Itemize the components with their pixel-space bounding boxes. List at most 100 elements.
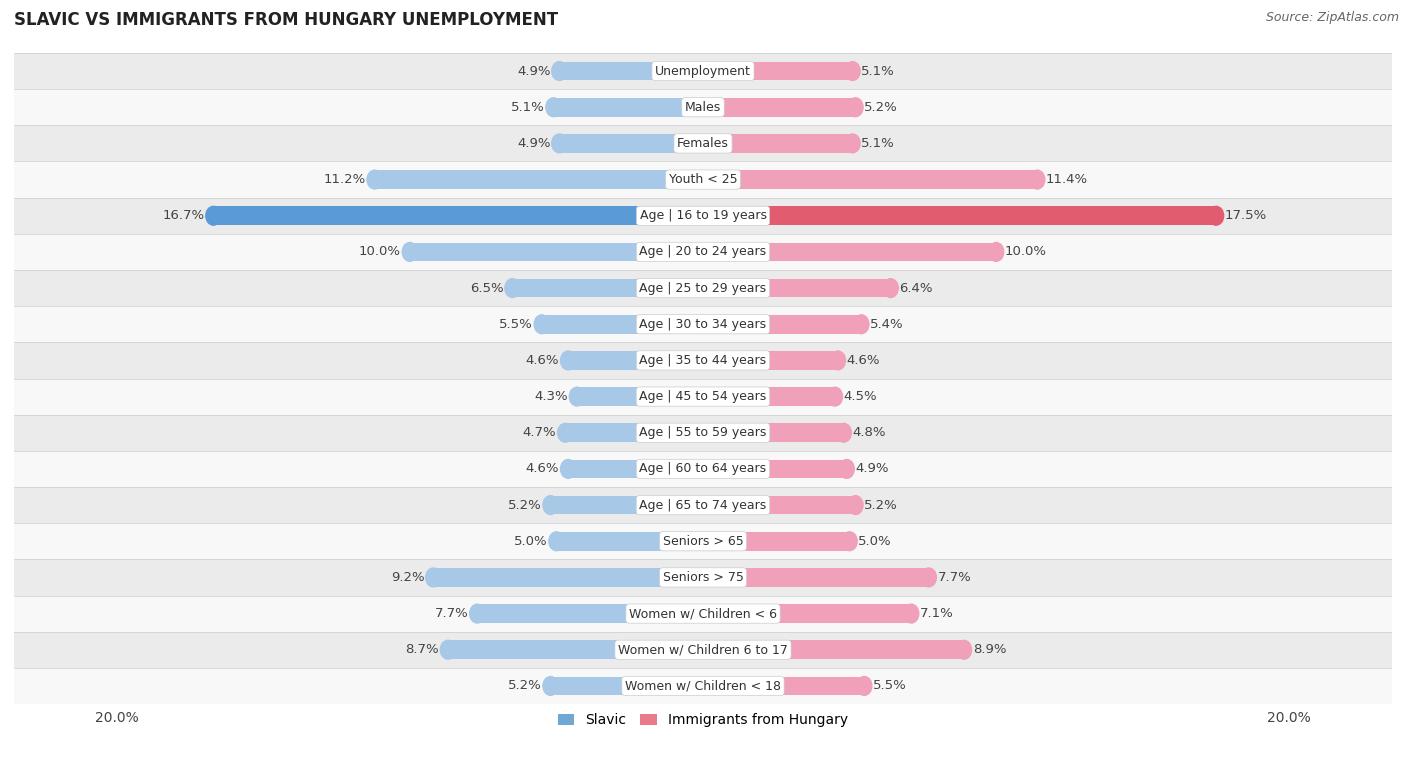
Circle shape <box>543 496 558 515</box>
Circle shape <box>561 351 576 370</box>
Text: Males: Males <box>685 101 721 114</box>
Text: 5.1%: 5.1% <box>862 137 896 150</box>
Bar <box>512 279 703 298</box>
Text: 6.5%: 6.5% <box>470 282 503 294</box>
Bar <box>703 677 865 696</box>
Circle shape <box>426 568 441 587</box>
Bar <box>433 568 703 587</box>
Circle shape <box>837 423 852 442</box>
Bar <box>703 568 929 587</box>
Circle shape <box>558 423 572 442</box>
Text: 4.3%: 4.3% <box>534 390 568 403</box>
Text: 4.6%: 4.6% <box>846 354 880 367</box>
Text: 4.9%: 4.9% <box>517 64 551 77</box>
Bar <box>703 242 997 261</box>
Bar <box>703 496 855 515</box>
Text: Age | 16 to 19 years: Age | 16 to 19 years <box>640 209 766 223</box>
Bar <box>551 677 703 696</box>
Text: 4.6%: 4.6% <box>526 354 560 367</box>
Text: Age | 25 to 29 years: Age | 25 to 29 years <box>640 282 766 294</box>
Bar <box>568 459 703 478</box>
Text: Unemployment: Unemployment <box>655 64 751 77</box>
Circle shape <box>856 677 872 696</box>
Text: 11.2%: 11.2% <box>323 173 366 186</box>
Bar <box>554 98 703 117</box>
Bar <box>703 351 838 370</box>
Text: 10.0%: 10.0% <box>359 245 401 258</box>
Circle shape <box>534 315 550 334</box>
Text: 7.7%: 7.7% <box>938 571 972 584</box>
Bar <box>703 387 835 406</box>
Text: 8.7%: 8.7% <box>405 643 439 656</box>
Circle shape <box>830 351 845 370</box>
Circle shape <box>845 134 860 153</box>
Text: 5.4%: 5.4% <box>870 318 904 331</box>
Text: 4.9%: 4.9% <box>855 463 889 475</box>
Bar <box>449 640 703 659</box>
Bar <box>374 170 703 189</box>
Bar <box>14 523 1392 559</box>
Circle shape <box>551 61 567 80</box>
Bar <box>703 423 844 442</box>
Circle shape <box>827 387 842 406</box>
Text: 5.1%: 5.1% <box>510 101 544 114</box>
Bar <box>14 342 1392 378</box>
Text: 5.2%: 5.2% <box>508 499 541 512</box>
Bar <box>703 279 890 298</box>
Bar <box>703 459 846 478</box>
Bar <box>14 306 1392 342</box>
Text: 4.5%: 4.5% <box>844 390 877 403</box>
Circle shape <box>551 134 567 153</box>
Text: 4.9%: 4.9% <box>517 137 551 150</box>
Bar <box>703 98 855 117</box>
Circle shape <box>853 315 869 334</box>
Text: 6.4%: 6.4% <box>900 282 934 294</box>
Text: Youth < 25: Youth < 25 <box>669 173 737 186</box>
Text: Age | 20 to 24 years: Age | 20 to 24 years <box>640 245 766 258</box>
Circle shape <box>845 61 860 80</box>
Bar <box>557 532 703 550</box>
Circle shape <box>543 677 558 696</box>
Circle shape <box>505 279 520 298</box>
Bar <box>576 387 703 406</box>
Circle shape <box>205 207 221 225</box>
Text: 9.2%: 9.2% <box>391 571 425 584</box>
Bar <box>541 315 703 334</box>
Bar <box>560 61 703 80</box>
Bar <box>477 604 703 623</box>
Circle shape <box>839 459 855 478</box>
Bar <box>703 315 862 334</box>
Text: Age | 65 to 74 years: Age | 65 to 74 years <box>640 499 766 512</box>
Bar <box>14 161 1392 198</box>
Text: 5.0%: 5.0% <box>859 534 891 548</box>
Bar <box>14 451 1392 487</box>
Circle shape <box>988 242 1004 261</box>
Text: Age | 55 to 59 years: Age | 55 to 59 years <box>640 426 766 439</box>
Text: 11.4%: 11.4% <box>1046 173 1088 186</box>
Bar <box>14 378 1392 415</box>
Text: 17.5%: 17.5% <box>1225 209 1267 223</box>
Bar <box>14 53 1392 89</box>
Bar <box>14 559 1392 596</box>
Circle shape <box>440 640 456 659</box>
Text: 7.1%: 7.1% <box>920 607 953 620</box>
Text: 8.9%: 8.9% <box>973 643 1007 656</box>
Text: Women w/ Children < 18: Women w/ Children < 18 <box>626 680 780 693</box>
Text: 5.2%: 5.2% <box>508 680 541 693</box>
Circle shape <box>1208 207 1223 225</box>
Text: 4.6%: 4.6% <box>526 463 560 475</box>
Text: 5.5%: 5.5% <box>873 680 907 693</box>
Bar <box>14 487 1392 523</box>
Bar <box>703 604 911 623</box>
Text: Seniors > 65: Seniors > 65 <box>662 534 744 548</box>
Bar <box>14 668 1392 704</box>
Text: 4.7%: 4.7% <box>523 426 557 439</box>
Bar <box>560 134 703 153</box>
Bar <box>14 126 1392 161</box>
Text: 4.8%: 4.8% <box>852 426 886 439</box>
Circle shape <box>848 98 863 117</box>
Circle shape <box>548 532 564 550</box>
Text: 7.7%: 7.7% <box>434 607 468 620</box>
Circle shape <box>921 568 936 587</box>
Circle shape <box>1029 170 1045 189</box>
